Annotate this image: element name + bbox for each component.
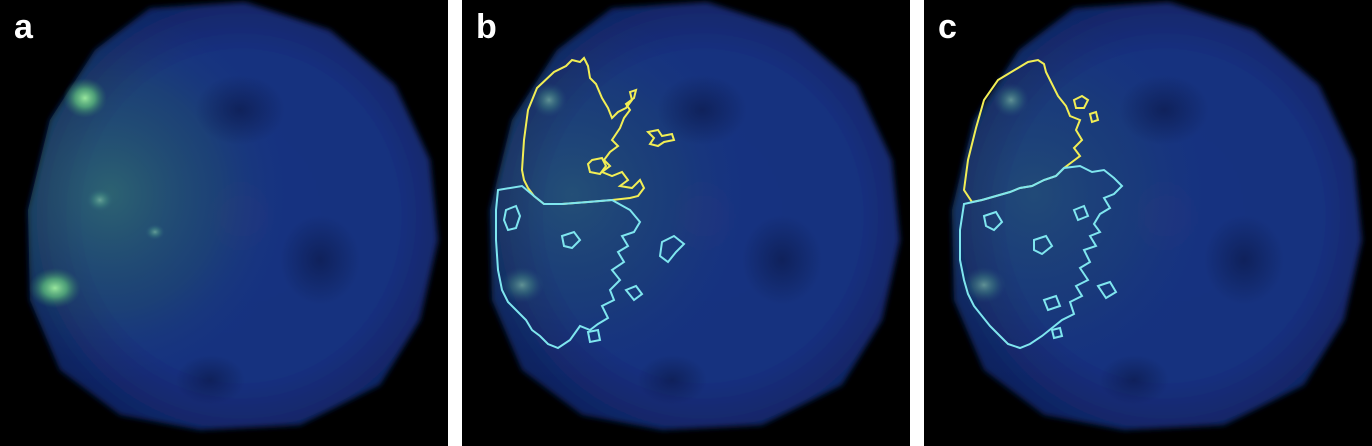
panel-label: a [14, 8, 33, 46]
signal-spot [500, 267, 544, 303]
cyan-region-fragment [1042, 294, 1062, 312]
cyan-region-fragment [1096, 280, 1118, 300]
cyan-region-outline [959, 164, 1124, 350]
cyan-region-fragment [560, 230, 582, 250]
cyan-region-fragment [982, 210, 1004, 232]
cyan-region-fragment [624, 284, 644, 302]
panel-c: c [924, 0, 1372, 446]
panel-b: b [462, 0, 910, 446]
nucleus-image-b [490, 2, 900, 430]
signal-spot [962, 267, 1006, 303]
panel-a: a [0, 0, 448, 446]
green-signal-spot [63, 78, 107, 118]
yellow-region-fragment [645, 128, 676, 148]
yellow-region-outline [520, 56, 646, 205]
panel-label: c [938, 8, 957, 46]
nucleus-image-c [952, 2, 1362, 430]
yellow-region-fragment [1088, 110, 1100, 124]
cyan-region-fragment [586, 328, 602, 344]
nucleus-image-a [28, 2, 438, 430]
yellow-region-fragment [1072, 94, 1090, 109]
green-signal-spot [29, 268, 81, 308]
panel-label: b [476, 8, 497, 46]
signal-spot [993, 83, 1029, 117]
yellow-region-fragment [586, 156, 608, 176]
cyan-region-fragment [1050, 326, 1064, 340]
cyan-region-fragment [658, 234, 686, 264]
signal-spot [531, 83, 567, 117]
cyan-region-outline [495, 184, 642, 350]
cyan-region-fragment [1072, 204, 1090, 222]
cyan-region-fragment [1033, 234, 1054, 256]
cyan-region-fragment [502, 204, 522, 232]
